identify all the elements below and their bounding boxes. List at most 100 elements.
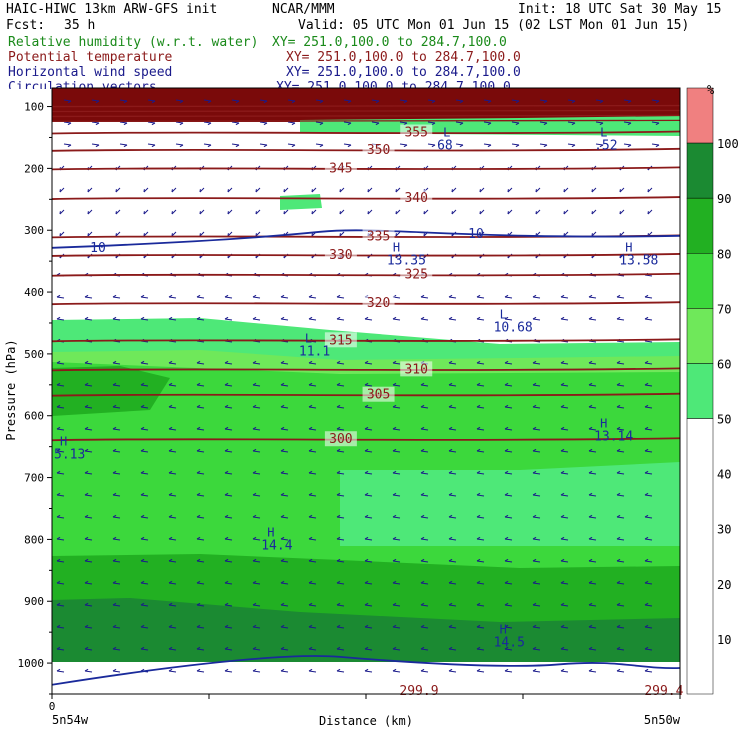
circulation-vector: [423, 209, 429, 215]
circulation-vector-head: [140, 536, 145, 540]
circulation-vector: [392, 648, 401, 651]
circulation-vector: [560, 428, 569, 431]
circulation-vector-head: [571, 144, 576, 148]
circulation-vector: [112, 450, 121, 453]
y-tick-label: 700: [24, 472, 44, 485]
circulation-vector-head: [616, 602, 621, 606]
circulation-vector-head: [112, 404, 117, 408]
circulation-vector-head: [84, 536, 89, 540]
extremum-value: 299.4: [644, 684, 683, 699]
circulation-vector-head: [560, 492, 565, 496]
circulation-vector-head: [392, 602, 397, 606]
circulation-vector-head: [56, 580, 61, 584]
circulation-vector: [56, 538, 65, 541]
circulation-vector: [112, 670, 121, 673]
circulation-vector-head: [140, 360, 145, 364]
axis-layer: 100 200 300 400 500 600 700 800 900 1000: [18, 101, 681, 699]
circulation-vector: [336, 604, 345, 607]
circulation-vector: [420, 318, 429, 321]
circulation-vector: [112, 516, 121, 519]
circulation-vector-head: [56, 294, 61, 298]
theta-contour: [52, 130, 680, 135]
circulation-vector-head: [84, 602, 89, 606]
circulation-vector: [399, 99, 408, 102]
circulation-vector: [84, 406, 93, 409]
circulation-vector: [560, 362, 569, 365]
circulation-vector: [196, 450, 205, 453]
circulation-vector-head: [140, 426, 145, 430]
circulation-vector: [91, 99, 100, 102]
circulation-vector: [588, 362, 597, 365]
circulation-vector: [252, 582, 261, 585]
circulation-vector: [224, 318, 233, 321]
circulation-vector-head: [364, 492, 369, 496]
circulation-vector-head: [476, 514, 481, 518]
circulation-vector-head: [56, 624, 61, 628]
circulation-vector: [336, 318, 345, 321]
circulation-vector-head: [56, 404, 61, 408]
circulation-vector-head: [504, 426, 509, 430]
circulation-vector: [532, 428, 541, 431]
circulation-vector: [336, 670, 345, 673]
circulation-vector-head: [168, 448, 173, 452]
circulation-vector-head: [224, 294, 229, 298]
extremum-marker: H: [600, 416, 607, 430]
circulation-vector-head: [420, 426, 425, 430]
circulation-vector-head: [532, 470, 537, 474]
circulation-vector: [560, 406, 569, 409]
extremum-value: 13.35: [387, 254, 426, 269]
circulation-vector: [140, 494, 149, 497]
circulation-vector-head: [375, 122, 380, 126]
circulation-vector-head: [459, 122, 464, 126]
circulation-vector-head: [392, 624, 397, 628]
circulation-vector-head: [476, 448, 481, 452]
circulation-vector-head: [224, 316, 229, 320]
circulation-vector: [448, 406, 457, 409]
circulation-vector: [140, 362, 149, 365]
circulation-vector: [364, 362, 373, 365]
circulation-vector-head: [655, 122, 660, 126]
circulation-vector-head: [420, 470, 425, 474]
circulation-vector: [451, 209, 457, 215]
circulation-vector-head: [196, 602, 201, 606]
circulation-vector: [476, 296, 485, 299]
circulation-vector-head: [140, 602, 145, 606]
circulation-vector-head: [476, 360, 481, 364]
circulation-vector-head: [112, 294, 117, 298]
circulation-vector-head: [560, 558, 565, 562]
circulation-vector: [476, 450, 485, 453]
circulation-vector: [308, 516, 317, 519]
circulation-vector-head: [504, 404, 509, 408]
circulation-vector: [196, 604, 205, 607]
circulation-vector: [420, 296, 429, 299]
circulation-vector-head: [84, 316, 89, 320]
circulation-vector: [315, 99, 324, 102]
circulation-vector: [196, 384, 205, 387]
circulation-vector-head: [112, 426, 117, 430]
circulation-vector: [560, 670, 569, 673]
circulation-vector-head: [291, 100, 296, 104]
circulation-vector: [59, 187, 65, 193]
circulation-vector-head: [392, 580, 397, 584]
circulation-vector: [616, 670, 625, 673]
circulation-vector-head: [532, 492, 537, 496]
circulation-vector-head: [280, 492, 285, 496]
circulation-vector-head: [403, 122, 408, 126]
circulation-vector-head: [560, 580, 565, 584]
circulation-vector: [532, 626, 541, 629]
circulation-vector: [308, 296, 317, 299]
circulation-vector: [532, 538, 541, 541]
circulation-vector: [308, 670, 317, 673]
theta-label-bg: [362, 141, 395, 157]
circulation-vector: [588, 670, 597, 673]
circulation-vector: [252, 406, 261, 409]
extremum-value: 13.58: [619, 254, 658, 269]
circulation-vector-head: [616, 492, 621, 496]
circulation-vector: [280, 582, 289, 585]
circulation-vector: [616, 626, 625, 629]
circulation-vector: [511, 121, 520, 124]
circulation-vector-head: [588, 646, 593, 650]
y-tick-label: 800: [24, 533, 44, 546]
circulation-vector: [56, 406, 65, 409]
